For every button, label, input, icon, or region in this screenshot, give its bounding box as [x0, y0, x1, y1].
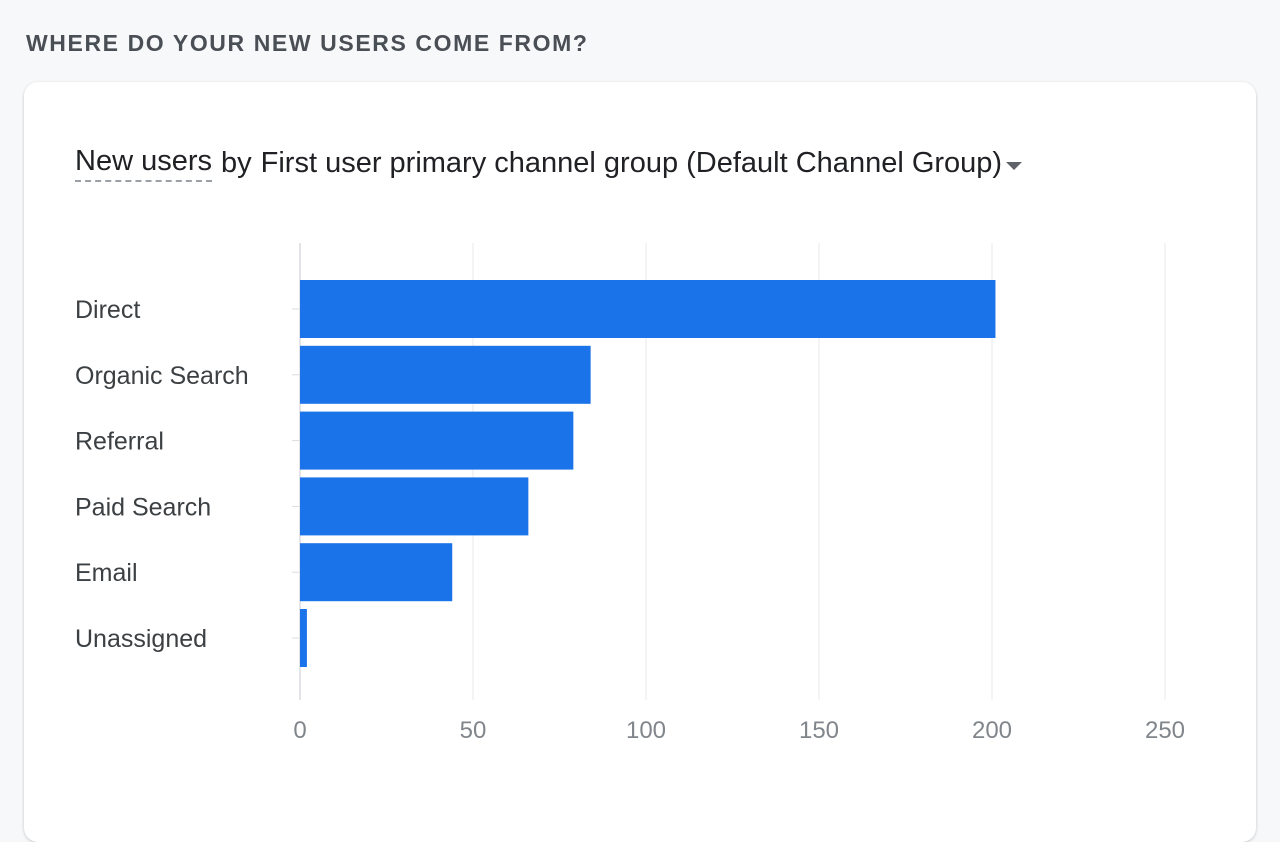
- category-label: Direct: [75, 296, 140, 324]
- bar-email[interactable]: [300, 543, 453, 602]
- category-label: Unassigned: [75, 625, 207, 653]
- bar-chart: Direct Organic Search Referral Paid Search E…: [75, 243, 1185, 744]
- chart-title: New users by First user primary channel …: [75, 145, 1023, 182]
- x-tick-label: 100: [626, 717, 666, 744]
- x-tick-label: 250: [1145, 717, 1185, 744]
- bar-organic-search[interactable]: [300, 345, 591, 404]
- dropdown-caret-icon[interactable]: [1006, 161, 1023, 170]
- chart-card: [24, 82, 1256, 842]
- category-label: Paid Search: [75, 493, 211, 521]
- metric-selector[interactable]: New users: [75, 145, 212, 182]
- bar-referral[interactable]: [300, 411, 574, 470]
- x-tick-label: 200: [972, 717, 1012, 744]
- bar-direct[interactable]: [300, 280, 996, 338]
- x-tick-label: 0: [293, 717, 306, 744]
- category-label: Email: [75, 559, 138, 587]
- category-label: Organic Search: [75, 362, 249, 390]
- x-tick-label: 50: [460, 717, 487, 744]
- title-by-text: by: [221, 147, 252, 179]
- section-heading: WHERE DO YOUR NEW USERS COME FROM?: [26, 30, 589, 56]
- bar-unassigned[interactable]: [300, 609, 307, 667]
- dimension-selector[interactable]: First user primary channel group (Defaul…: [260, 147, 1003, 179]
- category-label: Referral: [75, 428, 164, 456]
- x-tick-label: 150: [799, 717, 839, 744]
- bar-paid-search[interactable]: [300, 477, 529, 536]
